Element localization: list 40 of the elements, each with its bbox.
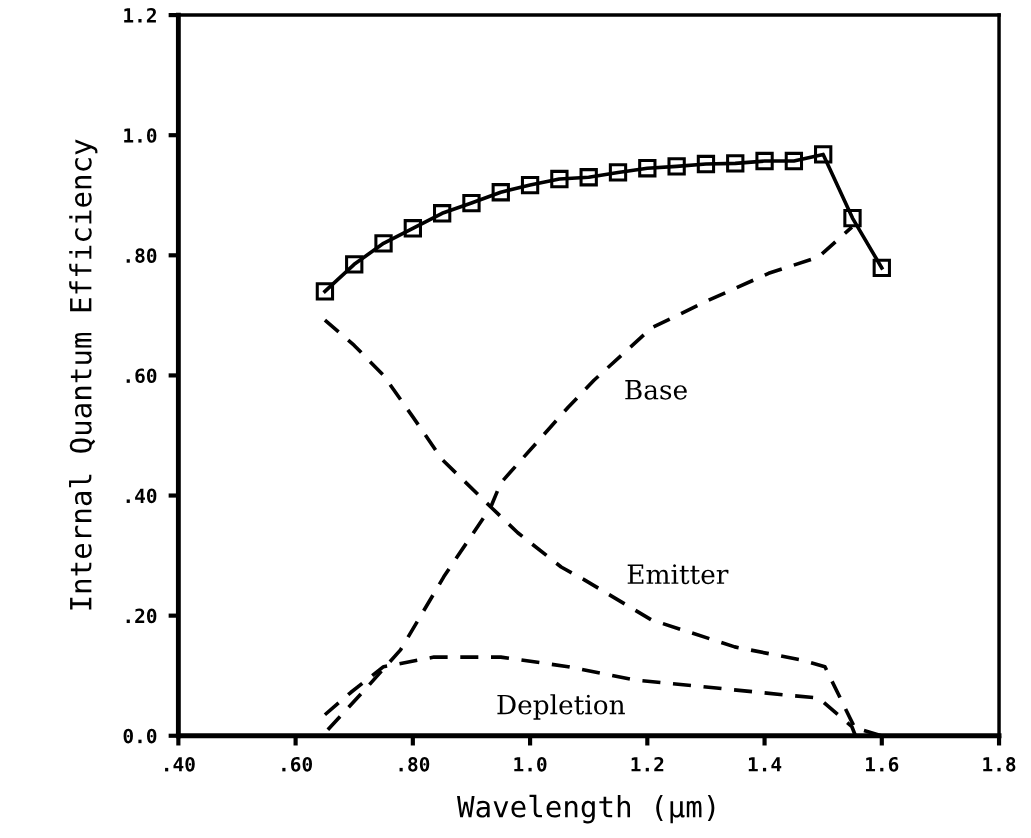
point xyxy=(843,208,862,228)
x-tick-label: .80 xyxy=(399,756,430,772)
y-tick-label: .40 xyxy=(126,488,157,504)
point xyxy=(784,151,804,171)
x-tick-label: .40 xyxy=(165,756,195,772)
point xyxy=(667,157,686,176)
annotation: Base xyxy=(625,380,687,400)
point xyxy=(315,282,335,301)
x-tick-label: 1.2 xyxy=(631,756,664,772)
x-tick-label: 1.4 xyxy=(748,757,782,772)
annotation: Depletion xyxy=(497,694,625,720)
x-tick-label: 1.8 xyxy=(983,756,1016,772)
point xyxy=(432,204,452,223)
point xyxy=(491,183,510,202)
point xyxy=(462,193,481,213)
y-tick-label: 1.2 xyxy=(124,8,156,23)
y-tick-label: .80 xyxy=(126,248,157,263)
x-axis-title: Wavelength (μm) xyxy=(457,794,715,824)
point xyxy=(608,163,628,182)
point xyxy=(755,151,774,171)
point xyxy=(579,168,598,187)
y-tick-label: .20 xyxy=(126,608,157,624)
point xyxy=(726,154,745,173)
point xyxy=(550,169,569,189)
y-tick-label: 1.0 xyxy=(124,128,157,143)
point xyxy=(814,145,833,164)
y-tick-label: .60 xyxy=(126,368,157,384)
point xyxy=(374,234,393,253)
point xyxy=(638,159,657,178)
point xyxy=(403,219,423,238)
annotation: Emitter xyxy=(627,564,729,585)
point xyxy=(872,258,891,278)
x-tick-label: .60 xyxy=(282,756,312,772)
y-tick-label: 0.0 xyxy=(123,728,157,744)
y-axis-title: Internal Quantum Efficiency xyxy=(69,139,98,610)
x-tick-label: 1.6 xyxy=(866,756,899,772)
point xyxy=(696,154,716,174)
point xyxy=(520,175,540,195)
point xyxy=(345,255,364,274)
x-tick-label: 1.0 xyxy=(514,756,547,772)
